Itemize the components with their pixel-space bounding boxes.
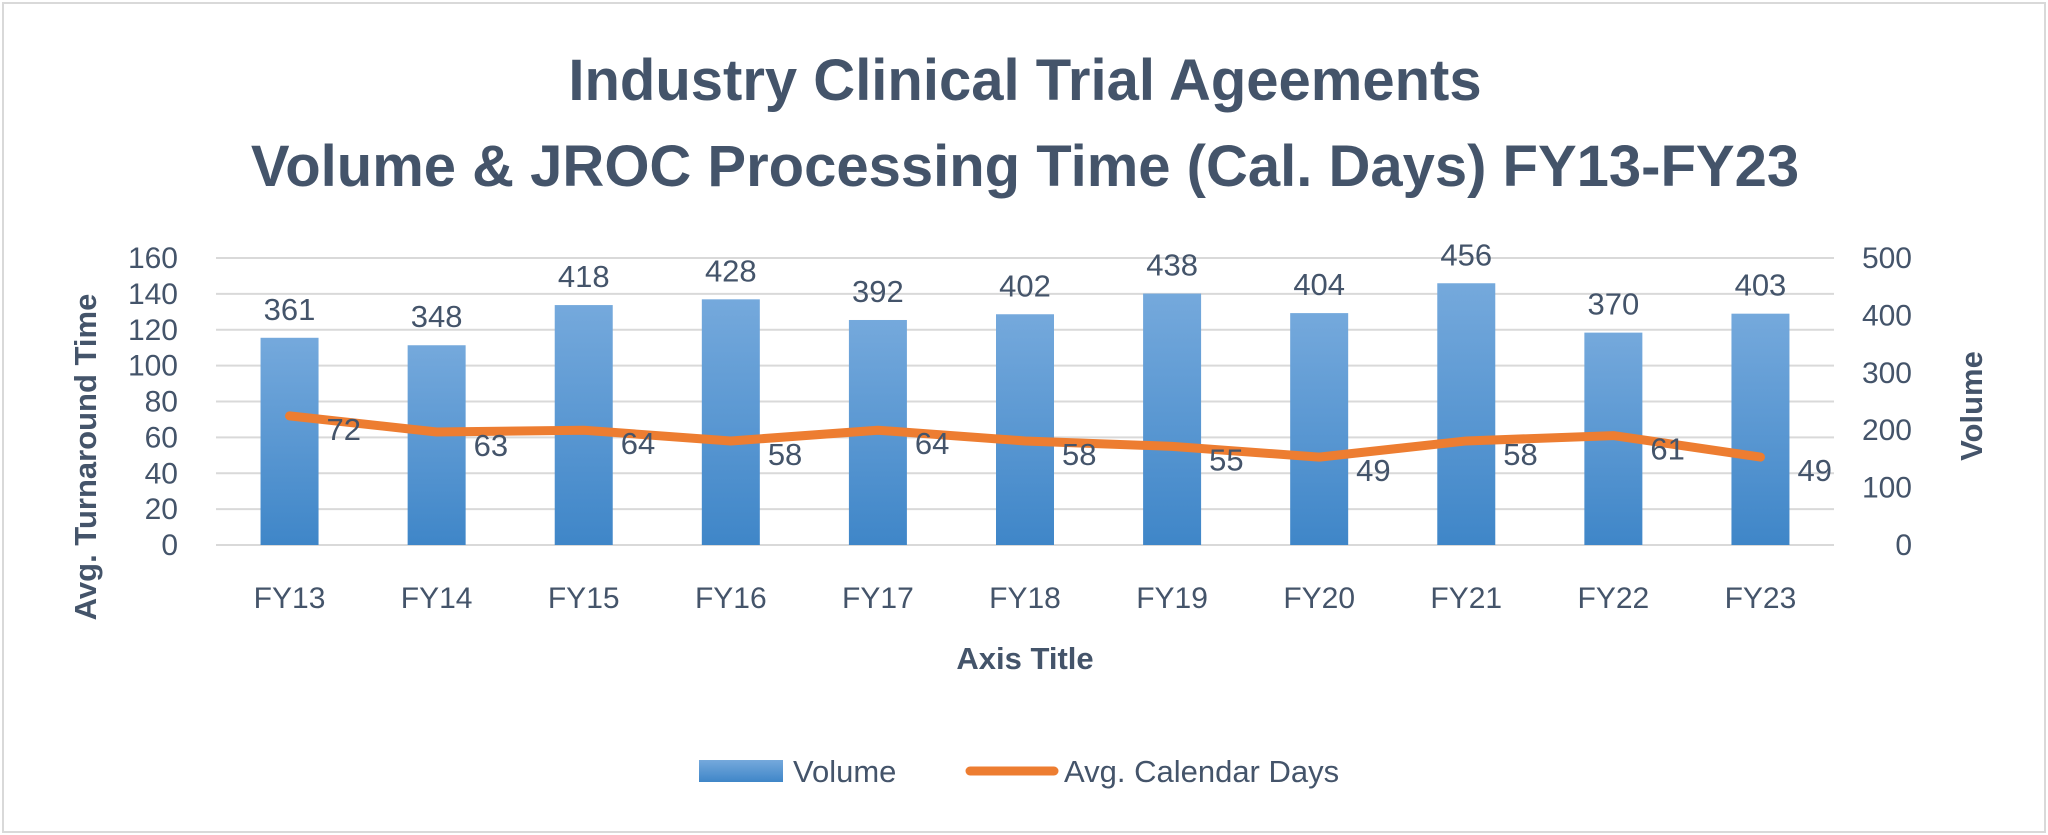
legend: Volume Avg. Calendar Days [699, 754, 1339, 789]
x-axis-tick-label: FY22 [1578, 582, 1650, 615]
volume-bar [554, 305, 613, 545]
volume-data-label: 348 [411, 299, 463, 334]
right-axis-tick-label: 100 [1862, 472, 1912, 505]
avg-days-data-label: 49 [1356, 453, 1390, 488]
avg-days-line-path [285, 411, 1765, 462]
x-axis-tick-label: FY16 [695, 582, 767, 615]
avg-days-line [285, 411, 1765, 462]
volume-data-label: 428 [705, 253, 757, 288]
volume-bar [1143, 293, 1202, 545]
left-axis-tick-label: 140 [128, 278, 178, 311]
avg-days-data-label: 58 [768, 437, 802, 472]
x-axis-tick-label: FY14 [401, 582, 473, 615]
volume-bar [1290, 313, 1349, 545]
right-axis-tick-label: 500 [1862, 242, 1912, 275]
x-axis-tick-label: FY21 [1430, 582, 1502, 615]
avg-days-data-label: 72 [327, 412, 361, 447]
volume-bar [996, 314, 1054, 545]
avg-days-data-label: 49 [1797, 453, 1831, 488]
volume-data-label: 404 [1293, 267, 1345, 302]
left-axis-tick-label: 120 [128, 314, 178, 347]
left-axis-tick-label: 80 [145, 386, 178, 419]
avg-days-data-label: 63 [474, 428, 508, 463]
x-axis-tick-label: FY18 [989, 582, 1061, 615]
volume-bar [1437, 283, 1496, 545]
volume-bars [260, 283, 1790, 545]
right-axis-tick-label: 0 [1895, 529, 1912, 562]
legend-volume-label: Volume [793, 754, 896, 789]
volume-data-label: 456 [1440, 237, 1492, 272]
volume-data-label: 361 [264, 292, 316, 327]
volume-data-label: 438 [1146, 248, 1198, 283]
avg-days-data-label: 64 [621, 426, 655, 461]
x-axis-title: Axis Title [956, 641, 1093, 676]
x-axis-tick-label: FY15 [548, 582, 620, 615]
right-axis-title: Volume [1954, 351, 1989, 461]
avg-days-data-label: 58 [1062, 437, 1096, 472]
volume-data-label: 402 [999, 268, 1051, 303]
avg-days-data-label: 61 [1650, 432, 1684, 467]
x-axis-tick-label: FY17 [842, 582, 914, 615]
right-axis-tick-label: 200 [1862, 414, 1912, 447]
volume-data-label: 370 [1587, 287, 1639, 322]
chart-title-line-1: Industry Clinical Trial Ageements [568, 48, 1481, 113]
right-axis-tick-label: 300 [1862, 357, 1912, 390]
axes: 0204060801001201401600100200300400500FY1… [128, 242, 1912, 615]
left-axis-tick-label: 0 [161, 529, 178, 562]
left-axis-tick-label: 100 [128, 350, 178, 383]
avg-days-data-label: 55 [1209, 442, 1243, 477]
left-axis-tick-label: 20 [145, 493, 178, 526]
left-axis-tick-label: 160 [128, 242, 178, 275]
x-axis-tick-label: FY19 [1136, 582, 1208, 615]
legend-avg-days-label: Avg. Calendar Days [1064, 754, 1339, 789]
volume-data-label: 392 [852, 274, 904, 309]
right-axis-tick-label: 400 [1862, 299, 1912, 332]
data-labels: 361 348 418 428 392 402 438 404 456 370 403 72 63 64 5… [264, 237, 1832, 488]
volume-bar [260, 337, 319, 545]
left-axis-tick-label: 60 [145, 421, 178, 454]
avg-days-data-label: 64 [915, 426, 949, 461]
avg-days-data-label: 58 [1503, 437, 1537, 472]
chart-svg: Industry Clinical Trial Ageements Volume… [68, 48, 1989, 789]
volume-bar [1731, 313, 1790, 545]
x-axis-tick-label: FY23 [1725, 582, 1797, 615]
volume-bar [701, 299, 760, 545]
legend-volume-swatch [699, 760, 783, 782]
chart-title-line-2: Volume & JROC Processing Time (Cal. Days… [251, 134, 1799, 199]
volume-bar [407, 345, 466, 545]
x-axis-tick-label: FY20 [1283, 582, 1355, 615]
left-axis-tick-label: 40 [145, 457, 178, 490]
x-axis-tick-label: FY13 [254, 582, 326, 615]
volume-data-label: 418 [558, 259, 610, 294]
left-axis-title: Avg. Turnaround Time [68, 294, 103, 621]
volume-data-label: 403 [1735, 268, 1787, 303]
